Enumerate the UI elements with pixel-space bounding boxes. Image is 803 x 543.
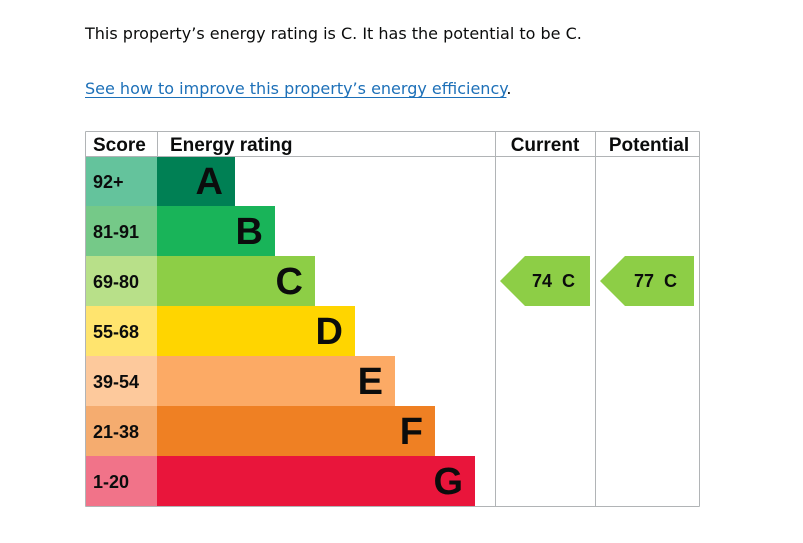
rating-letter-a: A <box>196 161 223 203</box>
score-range-e: 39-54 <box>93 372 139 392</box>
score-range-f: 21-38 <box>93 422 139 442</box>
potential-rating-label: 77 C <box>634 271 677 291</box>
score-range-c: 69-80 <box>93 272 139 292</box>
energy-rating-header: Energy rating <box>170 135 292 156</box>
rating-bar-e <box>157 356 395 406</box>
indicator-layer: 74 C 77 C <box>500 256 694 306</box>
score-cell-c <box>85 256 157 306</box>
potential-header: Potential <box>609 135 689 156</box>
improve-link-suffix: . <box>506 79 512 98</box>
rating-bar-c <box>157 256 315 306</box>
rating-bar-a <box>157 156 235 206</box>
current-rating-label: 74 C <box>532 271 575 291</box>
rating-bar-f <box>157 406 435 456</box>
score-cell-g <box>85 456 157 506</box>
rating-letter-b: B <box>236 211 263 253</box>
rating-letter-e: E <box>358 361 383 403</box>
score-cell-b <box>85 206 157 256</box>
bands-layer: 92+ A 81-91 B 69-80 C 55-68 D 39-54 E 21-38 F 1-20 G <box>85 156 475 506</box>
current-rating-arrow <box>500 256 590 306</box>
rating-bar-g <box>157 456 475 506</box>
rating-bar-b <box>157 206 275 256</box>
current-header: Current <box>511 135 580 156</box>
score-header: Score <box>93 135 146 156</box>
score-cell-f <box>85 406 157 456</box>
score-cell-d <box>85 306 157 356</box>
potential-rating-arrow <box>600 256 694 306</box>
rating-letter-g: G <box>433 461 463 503</box>
table-grid <box>85 131 700 507</box>
score-cell-a <box>85 156 157 206</box>
score-range-a: 92+ <box>93 172 124 192</box>
rating-letter-f: F <box>400 411 423 453</box>
rating-summary: This property’s energy rating is C. It h… <box>85 24 582 43</box>
rating-bar-d <box>157 306 355 356</box>
score-range-b: 81-91 <box>93 222 139 242</box>
rating-letter-d: D <box>316 311 343 353</box>
score-cell-e <box>85 356 157 406</box>
improve-paragraph: See how to improve this property’s energ… <box>85 77 512 101</box>
score-range-d: 55-68 <box>93 322 139 342</box>
improve-efficiency-link[interactable]: See how to improve this property’s energ… <box>85 79 507 98</box>
score-range-g: 1-20 <box>93 472 129 492</box>
rating-letter-c: C <box>276 261 303 303</box>
